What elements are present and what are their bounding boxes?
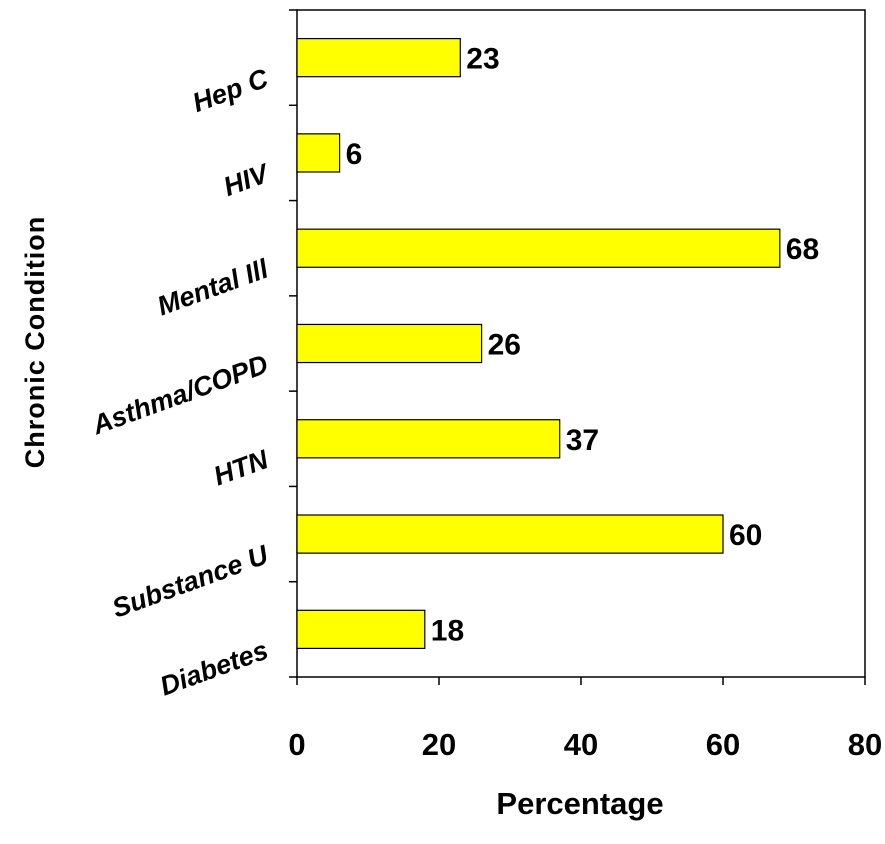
bar (296, 419, 561, 459)
bar (296, 514, 724, 554)
data-label: 23 (466, 43, 499, 76)
data-label: 60 (729, 519, 762, 552)
bar (296, 133, 341, 173)
y-tick-label: Asthma/COPD (87, 349, 272, 441)
data-label: 68 (786, 233, 819, 266)
x-tick-label: 20 (422, 727, 456, 762)
x-tick-label: 80 (848, 727, 882, 762)
data-label: 18 (431, 614, 464, 647)
plot-area: 0 20 40 60 80 23 Hep C 6 HIV 68 Mental Ill 26 Asthma… (87, 9, 882, 762)
y-tick-label: HTN (210, 444, 273, 491)
y-tick-label: HIV (219, 158, 273, 202)
x-axis-title: Percentage (496, 786, 663, 821)
data-label: 37 (566, 424, 599, 457)
x-tick-label: 60 (706, 727, 740, 762)
data-label: 26 (488, 329, 521, 362)
bar (296, 323, 483, 364)
data-label: 6 (346, 138, 363, 171)
y-tick-label: Diabetes (156, 635, 272, 702)
y-tick-label: Mental Ill (153, 253, 272, 321)
bar (296, 228, 781, 268)
y-axis-title: Chronic Condition (20, 216, 50, 468)
y-tick-label: Substance U (108, 539, 273, 624)
bar (296, 37, 461, 78)
x-tick-label: 40 (564, 727, 598, 762)
y-tick-label: Hep C (188, 63, 272, 118)
bar (296, 609, 426, 650)
x-tick-label: 0 (288, 727, 305, 762)
